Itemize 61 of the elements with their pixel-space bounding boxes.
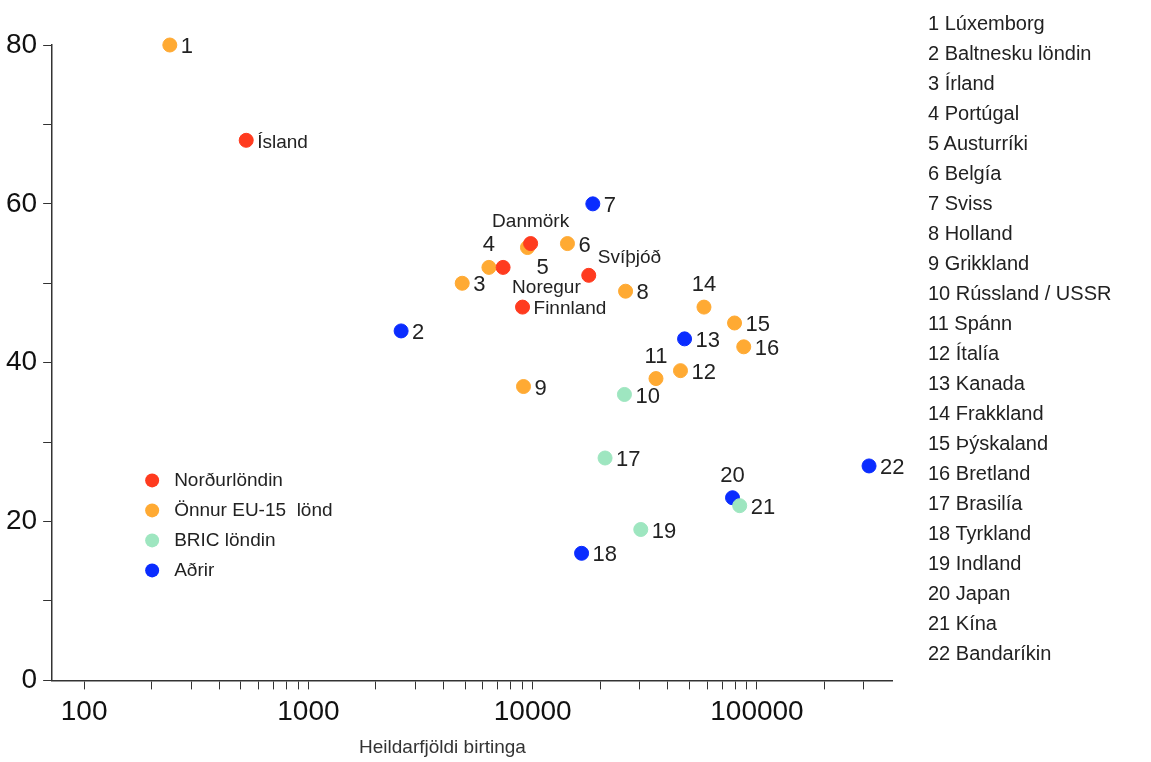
text: 21 Kína bbox=[928, 612, 997, 634]
y-tick-label: 0 bbox=[21, 663, 38, 695]
annotation: 11 bbox=[644, 342, 668, 368]
y-tick-label: 20 bbox=[5, 504, 38, 536]
annotation: 22 bbox=[880, 454, 905, 480]
legend-label: Aðrir bbox=[174, 558, 215, 580]
annotation: 15 bbox=[745, 311, 771, 337]
text: 19 Indland bbox=[928, 552, 1022, 574]
text: 14 Frakkland bbox=[928, 402, 1044, 424]
text: 15 Þýskaland bbox=[928, 432, 1049, 454]
x-tick-label: 100 bbox=[60, 694, 108, 726]
annotation: 10 bbox=[635, 382, 660, 408]
text: 11 Spánn bbox=[928, 312, 1013, 334]
annotation: 1 bbox=[180, 33, 194, 59]
text: 2 Baltnesku löndin bbox=[928, 42, 1092, 64]
annotation: 7 bbox=[603, 191, 617, 217]
annotation: 21 bbox=[750, 493, 776, 519]
text: 17 Brasilía bbox=[928, 492, 1023, 514]
annotation: 8 bbox=[636, 279, 649, 305]
annotation: 6 bbox=[578, 231, 591, 257]
legend-label: Norðurlöndin bbox=[174, 468, 283, 490]
text: 8 Holland bbox=[928, 222, 1013, 244]
annotation: Svíþjóð bbox=[597, 245, 662, 267]
text: 13 Kanada bbox=[928, 372, 1025, 394]
text: 18 Tyrkland bbox=[928, 522, 1032, 544]
annotation: Finnland bbox=[533, 297, 607, 319]
text: 3 Írland bbox=[928, 72, 995, 94]
x-axis-title: Heildarfjöldi birtinga bbox=[358, 736, 527, 758]
annotation: 4 bbox=[482, 231, 496, 257]
y-tick-label: 80 bbox=[5, 27, 38, 59]
annotation: Danmörk bbox=[492, 209, 570, 231]
text: 16 Bretland bbox=[928, 462, 1031, 484]
text: 10 Rússland / USSR bbox=[928, 282, 1112, 304]
y-tick-label: 40 bbox=[5, 345, 38, 377]
annotation: 13 bbox=[695, 326, 721, 352]
y-tick-label: 60 bbox=[5, 186, 38, 218]
annotation: 2 bbox=[412, 318, 425, 344]
annotation: 18 bbox=[592, 541, 618, 567]
annotation: 9 bbox=[534, 374, 547, 400]
annotation: 19 bbox=[651, 517, 677, 543]
legend-label: Önnur EU-15 lönd bbox=[174, 498, 333, 520]
text: 9 Grikkland bbox=[928, 252, 1030, 274]
annotation: 14 bbox=[691, 271, 717, 297]
text: 22 Bandaríkin bbox=[928, 642, 1052, 664]
text: 7 Sviss bbox=[928, 192, 993, 214]
annotation: 16 bbox=[754, 334, 780, 360]
text: 12 Ítalía bbox=[928, 342, 1000, 364]
x-tick-label: 1000 bbox=[277, 694, 340, 726]
text: 6 Belgía bbox=[928, 162, 1002, 184]
annotation: 3 bbox=[473, 271, 486, 297]
annotation: 12 bbox=[691, 358, 716, 384]
x-tick-label: 100000 bbox=[710, 694, 804, 726]
annotation: 20 bbox=[720, 461, 745, 487]
annotation: 17 bbox=[616, 446, 641, 472]
legend-label: BRIC löndin bbox=[174, 528, 276, 550]
text: 4 Portúgal bbox=[928, 102, 1020, 124]
x-tick-label: 10000 bbox=[493, 694, 572, 726]
text: 20 Japan bbox=[928, 582, 1011, 604]
annotation: Ísland bbox=[257, 130, 308, 152]
text: 5 Austurríki bbox=[928, 132, 1029, 154]
text: 1 Lúxemborg bbox=[928, 12, 1045, 34]
